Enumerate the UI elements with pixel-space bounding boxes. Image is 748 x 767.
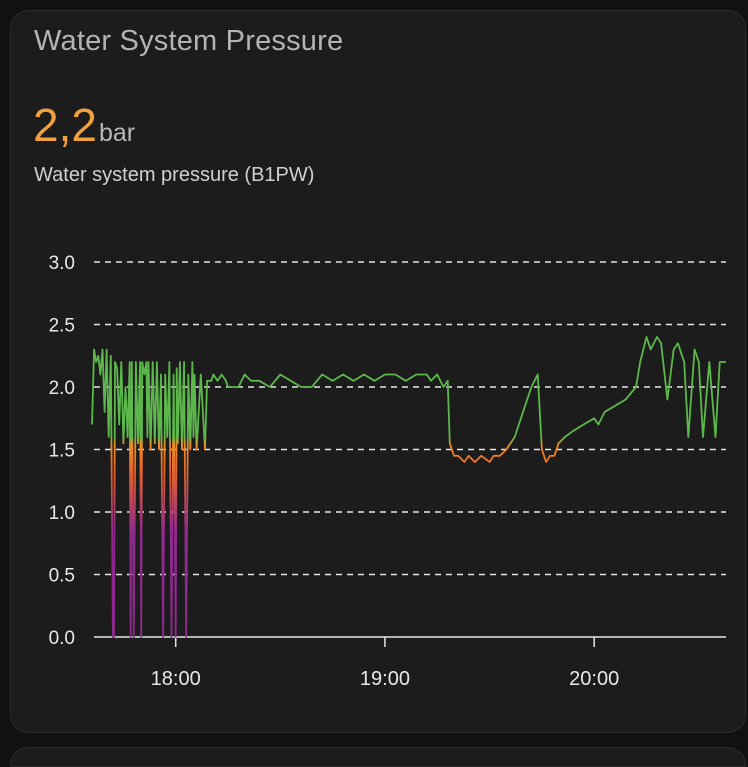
chart-gridlines [94, 261, 726, 638]
entity-name[interactable]: Water system pressure (B1PW) [34, 164, 315, 186]
card-title: Water System Pressure [34, 25, 344, 57]
x-tick-label: 18:00 [151, 668, 201, 690]
current-reading: 2,2bar [33, 98, 135, 152]
y-tick-label: 1.0 [49, 503, 75, 524]
next-card-edge [10, 747, 746, 767]
pressure-history-chart[interactable]: 0.0 0.5 1.0 1.5 2.0 2.5 3.0 18:00 19:00 20:00 [0, 0, 748, 735]
y-axis-labels: 0.0 0.5 1.0 1.5 2.0 2.5 3.0 [49, 253, 75, 649]
y-tick-label: 2.5 [49, 316, 75, 337]
current-value: 2,2 [33, 99, 97, 151]
y-tick-label: 0.5 [49, 566, 75, 587]
y-tick-label: 3.0 [49, 253, 75, 274]
y-tick-label: 2.0 [49, 378, 75, 399]
x-axis-labels: 18:00 19:00 20:00 [151, 637, 619, 690]
y-tick-label: 1.5 [49, 441, 75, 462]
x-tick-label: 20:00 [569, 668, 619, 690]
pressure-line[interactable] [91, 336, 726, 638]
y-tick-label: 0.0 [49, 628, 75, 649]
value-unit: bar [98, 119, 136, 147]
x-tick-label: 19:00 [360, 668, 410, 690]
